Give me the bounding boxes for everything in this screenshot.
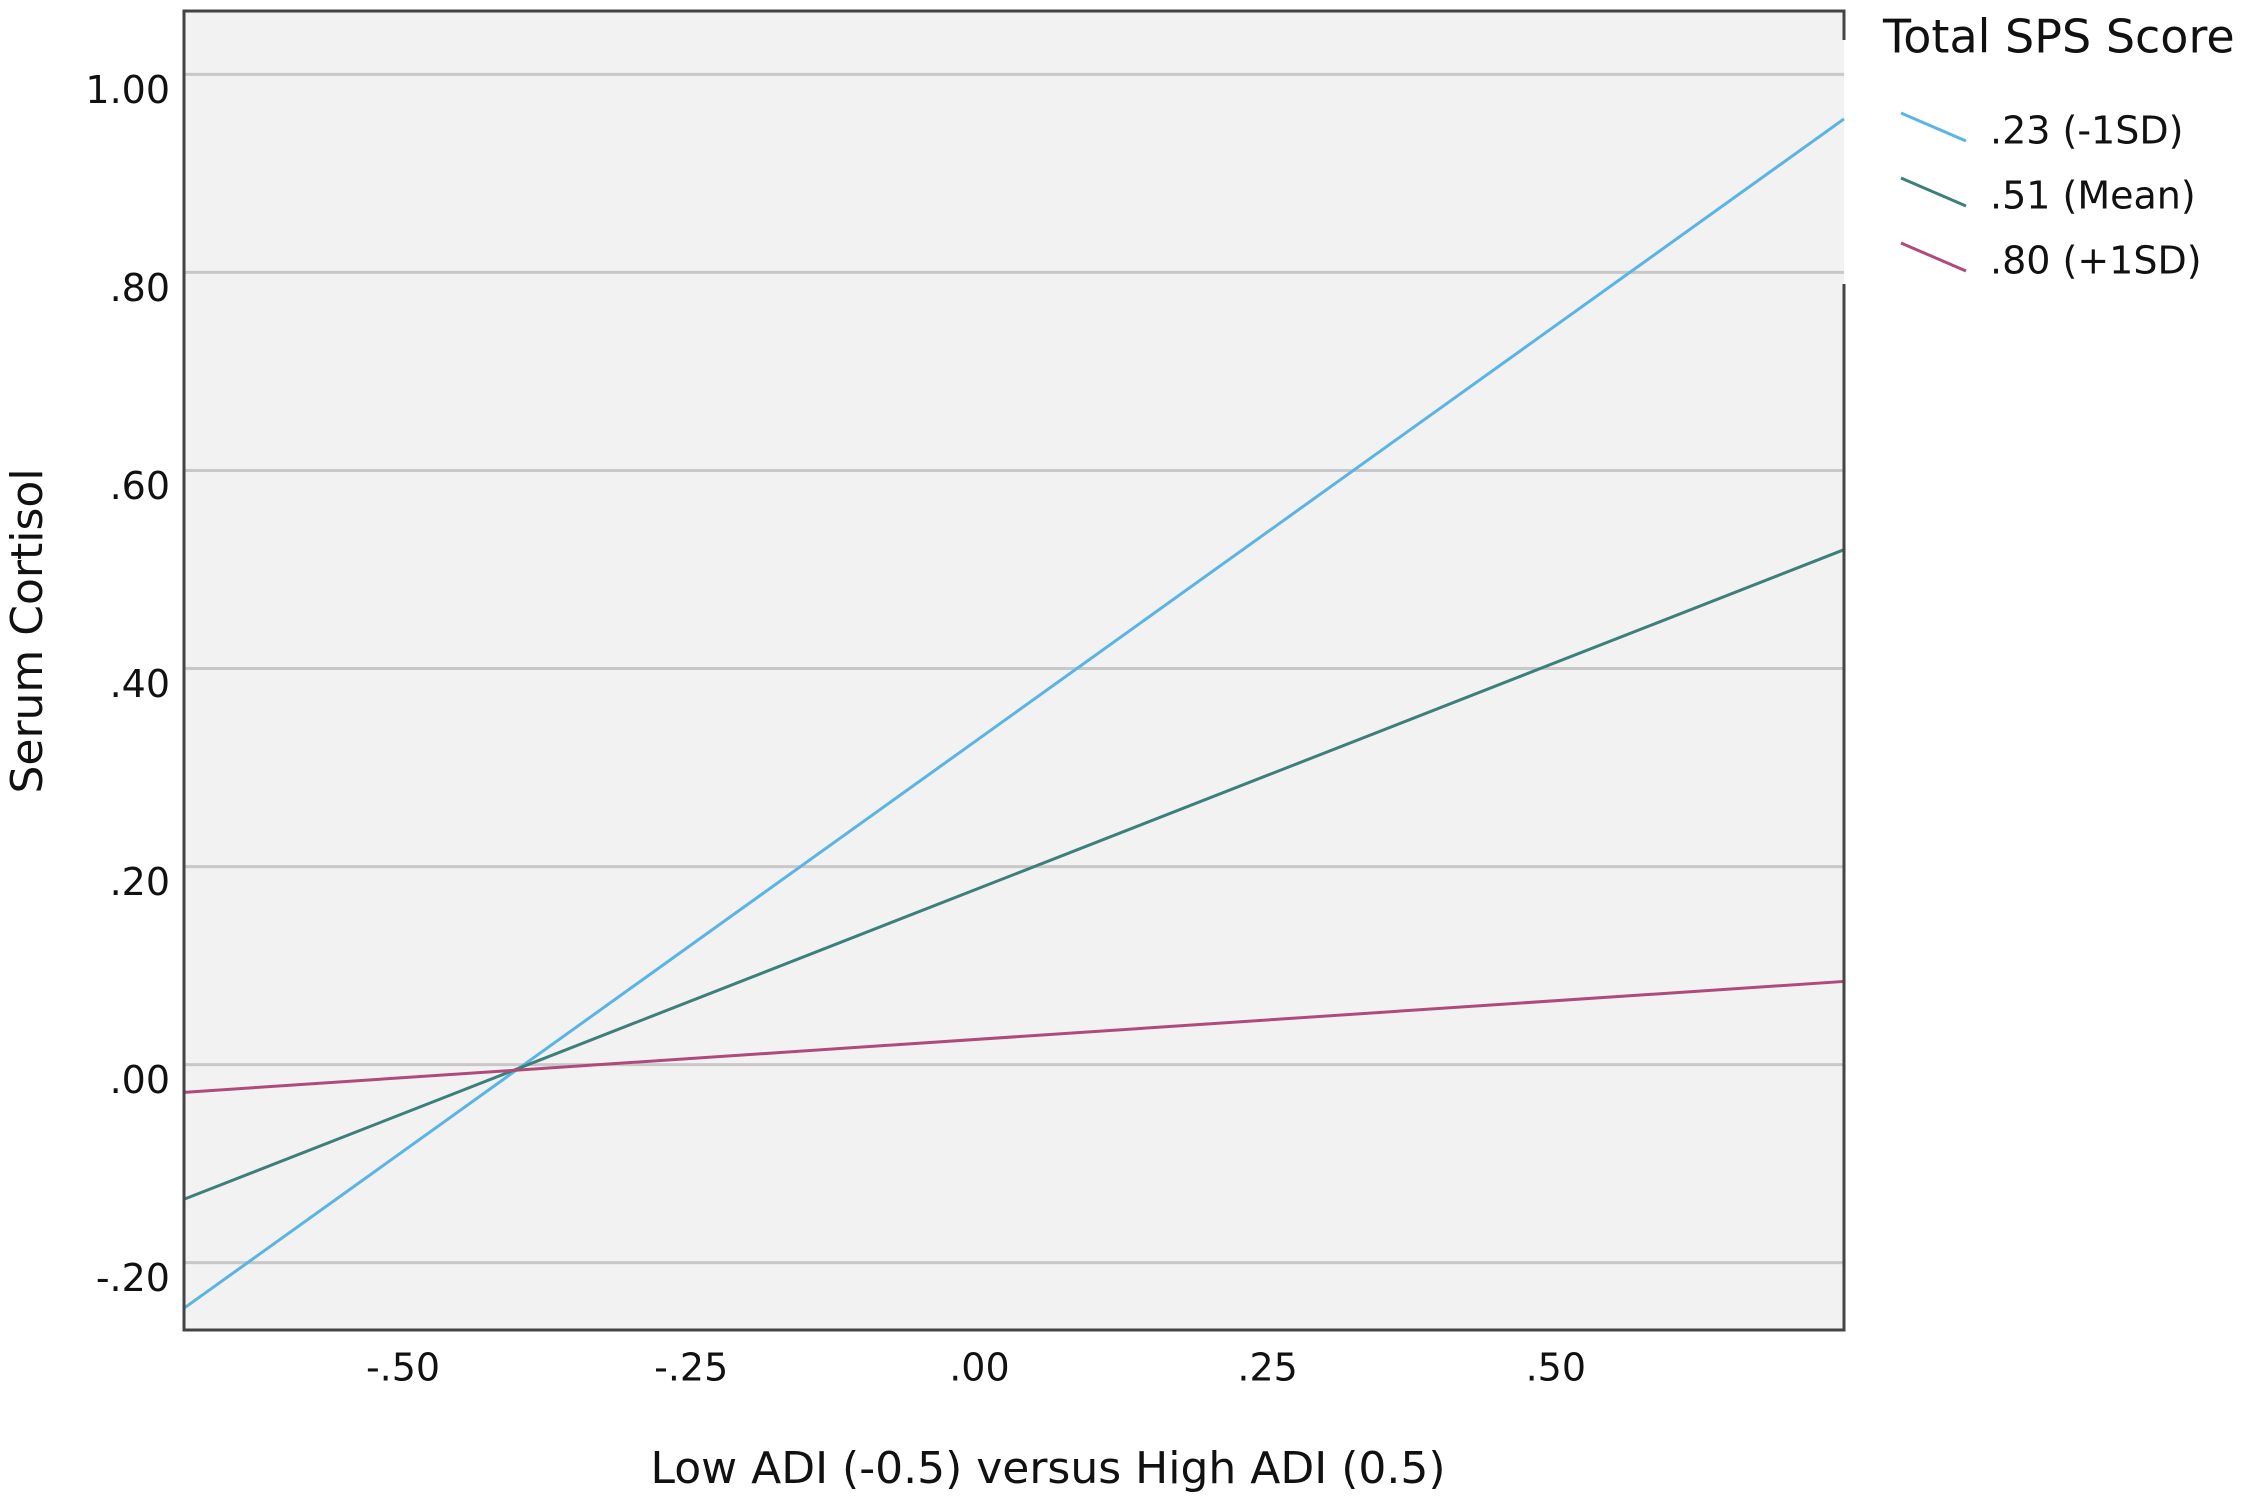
- legend-swatch: [1900, 241, 1967, 273]
- legend-label: .80 (+1SD): [1990, 239, 2202, 283]
- series-line: [183, 979, 1845, 1094]
- x-axis-title: Low ADI (-0.5) versus High ADI (0.5): [650, 1443, 1445, 1494]
- y-tick-label: .40: [110, 662, 170, 706]
- y-tick-label: .60: [110, 464, 170, 508]
- plot-border: [182, 9, 1846, 1332]
- x-tick-label: -.50: [366, 1346, 440, 1390]
- series-line: [183, 548, 1845, 1201]
- legend-label: .23 (-1SD): [1990, 109, 2183, 153]
- x-tick-label: .50: [1526, 1346, 1586, 1390]
- x-tick-label: .00: [949, 1346, 1009, 1390]
- y-tick-label: 1.00: [85, 68, 170, 112]
- legend-swatch: [1900, 176, 1967, 208]
- y-tick-label: .00: [110, 1058, 170, 1102]
- legend-title: Total SPS Score: [1882, 10, 2235, 64]
- y-tick-label: -.20: [96, 1256, 170, 1300]
- plot-area: [184, 11, 1844, 1330]
- y-axis-title: Serum Cortisol: [2, 468, 53, 793]
- x-tick-label: .25: [1237, 1346, 1297, 1390]
- x-tick-label: -.25: [654, 1346, 728, 1390]
- y-tick-label: .80: [110, 266, 170, 310]
- legend-swatch: [1900, 111, 1967, 143]
- y-tick-label: .20: [110, 860, 170, 904]
- legend-label: .51 (Mean): [1990, 174, 2196, 218]
- series-line: [183, 117, 1845, 1310]
